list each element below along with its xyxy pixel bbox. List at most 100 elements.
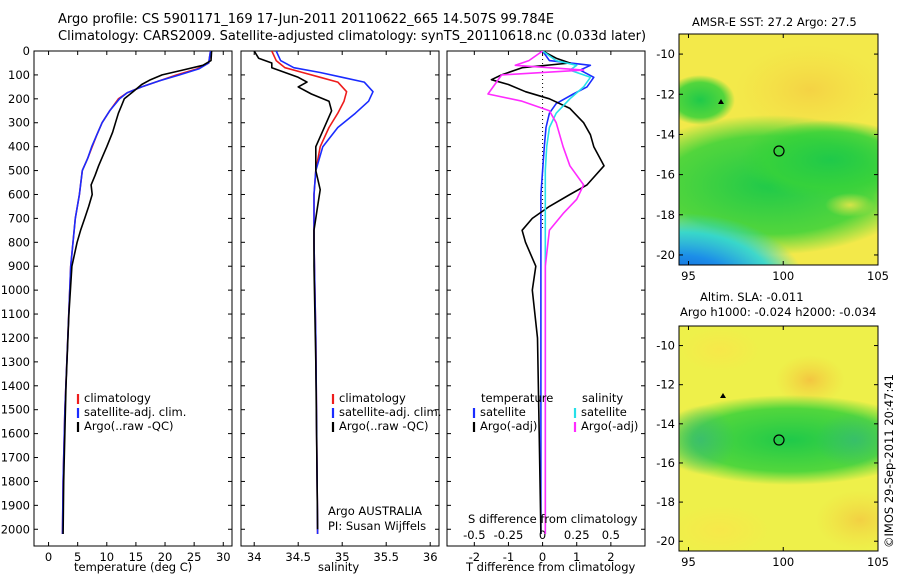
sla-map-lat-tick-label: -10	[656, 339, 675, 353]
sst-map-lat-tick-label: -10	[656, 47, 675, 61]
difference-legend-sal-label: satellite	[581, 405, 627, 419]
depth-tick-label: 200	[8, 92, 30, 106]
sla-map-lon-tick-label: 100	[772, 555, 794, 569]
temperature-xtick-label: 5	[74, 550, 81, 564]
depth-tick-label: 2000	[1, 522, 30, 536]
temperature-xtick-label: 20	[158, 550, 173, 564]
imos-stamp: ©IMOS 29-Sep-2011 20:47:41	[882, 374, 896, 548]
sdiff-xtick-label: -0.25	[494, 528, 524, 542]
sdiff-xtick-label: 0.5	[602, 528, 620, 542]
sla-map-lat-tick-label: -12	[656, 378, 675, 392]
sla-map-title-line1: Altim. SLA: -0.011	[700, 290, 804, 304]
difference-xlabel: T difference from climatology	[465, 560, 636, 574]
sst-map-lon-tick-label: 95	[681, 269, 696, 283]
depth-tick-label: 300	[8, 116, 30, 130]
salinity-line-2	[253, 51, 333, 530]
salinity-xtick-label: 34	[247, 550, 262, 564]
depth-tick-label: 1200	[1, 331, 30, 345]
sst-map-lat-tick-label: -16	[656, 168, 675, 182]
sla-map-lon-tick-label: 105	[867, 555, 889, 569]
difference-legend-salinity-title: salinity	[582, 391, 623, 405]
depth-tick-label: 1800	[1, 474, 30, 488]
difference-legend-sal-label: Argo(-adj)	[581, 419, 638, 433]
sla-map	[679, 326, 878, 551]
sst-argo-location-marker	[773, 145, 785, 157]
sst-map-lat-tick-label: -14	[656, 127, 675, 141]
depth-tick-label: 1900	[1, 498, 30, 512]
depth-tick-label: 1500	[1, 403, 30, 417]
sdiff-xtick-label: -0.5	[463, 528, 485, 542]
depth-tick-label: 1000	[1, 283, 30, 297]
tdiff-xtick-label: 0	[539, 550, 546, 564]
temperature-xtick-label: 15	[129, 550, 144, 564]
temperature-xtick-label: 25	[187, 550, 202, 564]
sla-map-title-line2: Argo h1000: -0.024 h2000: -0.034	[680, 305, 877, 319]
sla-map-lat-tick-label: -16	[656, 456, 675, 470]
sla-map-lat-tick-label: -18	[656, 495, 675, 509]
argo-credit-line2: PI: Susan Wijffels	[328, 519, 426, 533]
temperature-panel-frame	[33, 50, 233, 547]
difference-legend-temperature-title: temperature	[481, 391, 553, 405]
difference-legend-temp-label: Argo(-adj)	[480, 419, 537, 433]
salinity-legend-label: climatology	[339, 391, 406, 405]
salinity-legend-label: satellite-adj. clim.	[339, 405, 441, 419]
tdiff-xtick-label: -1	[503, 550, 514, 564]
temperature-xtick-label: 0	[45, 550, 52, 564]
sla-argo-location-marker	[773, 434, 785, 446]
temperature-xlabel: temperature (deg C)	[74, 560, 192, 574]
salinity-xtick-label: 34.5	[285, 550, 311, 564]
salinity-line-0	[271, 51, 348, 535]
argo-credit-line1: Argo AUSTRALIA	[328, 504, 422, 518]
tdiff-xtick-label: 1	[573, 550, 580, 564]
sla-map-lat-tick-label: -14	[656, 417, 675, 431]
sst-map-title: AMSR-E SST: 27.2 Argo: 27.5	[692, 15, 857, 29]
depth-tick-label: 0	[23, 44, 30, 58]
sst-map-frame	[678, 33, 879, 266]
depth-tick-label: 800	[8, 235, 30, 249]
salinity-xlabel: salinity	[318, 560, 359, 574]
depth-tick-label: 1400	[1, 379, 30, 393]
temperature-series-group	[61, 51, 213, 535]
temperature-xtick-label: 10	[99, 550, 114, 564]
figure-title-line2: Climatology: CARS2009. Satellite-adjuste…	[58, 29, 647, 44]
tdiff-xtick-label: 2	[607, 550, 614, 564]
depth-tick-label: 600	[8, 187, 30, 201]
difference-series-group	[487, 51, 605, 535]
temperature-line-2	[62, 51, 213, 535]
tdiff-xtick-label: -2	[469, 550, 480, 564]
depth-tick-label: 900	[8, 259, 30, 273]
depth-tick-label: 1100	[1, 307, 30, 321]
depth-tick-label: 100	[8, 68, 30, 82]
sst-map-lat-tick-label: -12	[656, 87, 675, 101]
salinity-xtick-label: 35.5	[373, 550, 399, 564]
temperature-xtick-label: 30	[216, 550, 231, 564]
depth-tick-label: 1600	[1, 427, 30, 441]
sla-map-frame	[678, 325, 879, 552]
sst-track-marker	[718, 99, 724, 104]
difference-line-0	[540, 51, 595, 534]
depth-tick-label: 700	[8, 211, 30, 225]
sla-map-lat-tick-label: -20	[656, 534, 675, 548]
salinity-panel-frame	[240, 50, 440, 547]
difference-legend-temp-label: satellite	[480, 405, 526, 419]
difference-xlabel-top: S difference from climatology	[468, 512, 638, 526]
temperature-legend-label: Argo(..raw -QC)	[84, 419, 174, 433]
salinity-legend-label: Argo(..raw -QC)	[339, 419, 429, 433]
depth-tick-label: 500	[8, 164, 30, 178]
salinity-line-1	[275, 51, 374, 535]
depth-tick-label: 1700	[1, 451, 30, 465]
sst-map	[679, 34, 878, 265]
temperature-line-1	[61, 51, 212, 535]
sla-map-lon-tick-label: 95	[681, 555, 696, 569]
difference-line-3	[487, 51, 585, 534]
sst-map-lon-tick-label: 100	[772, 269, 794, 283]
difference-panel-frame	[446, 50, 646, 547]
temperature-legend-label: satellite-adj. clim.	[84, 405, 186, 419]
salinity-xtick-label: 36	[423, 550, 438, 564]
sst-map-lon-tick-label: 105	[867, 269, 889, 283]
salinity-xtick-label: 35	[335, 550, 350, 564]
sla-track-marker	[720, 393, 726, 398]
sst-map-lat-tick-label: -20	[656, 248, 675, 262]
sdiff-xtick-label: 0.25	[564, 528, 590, 542]
